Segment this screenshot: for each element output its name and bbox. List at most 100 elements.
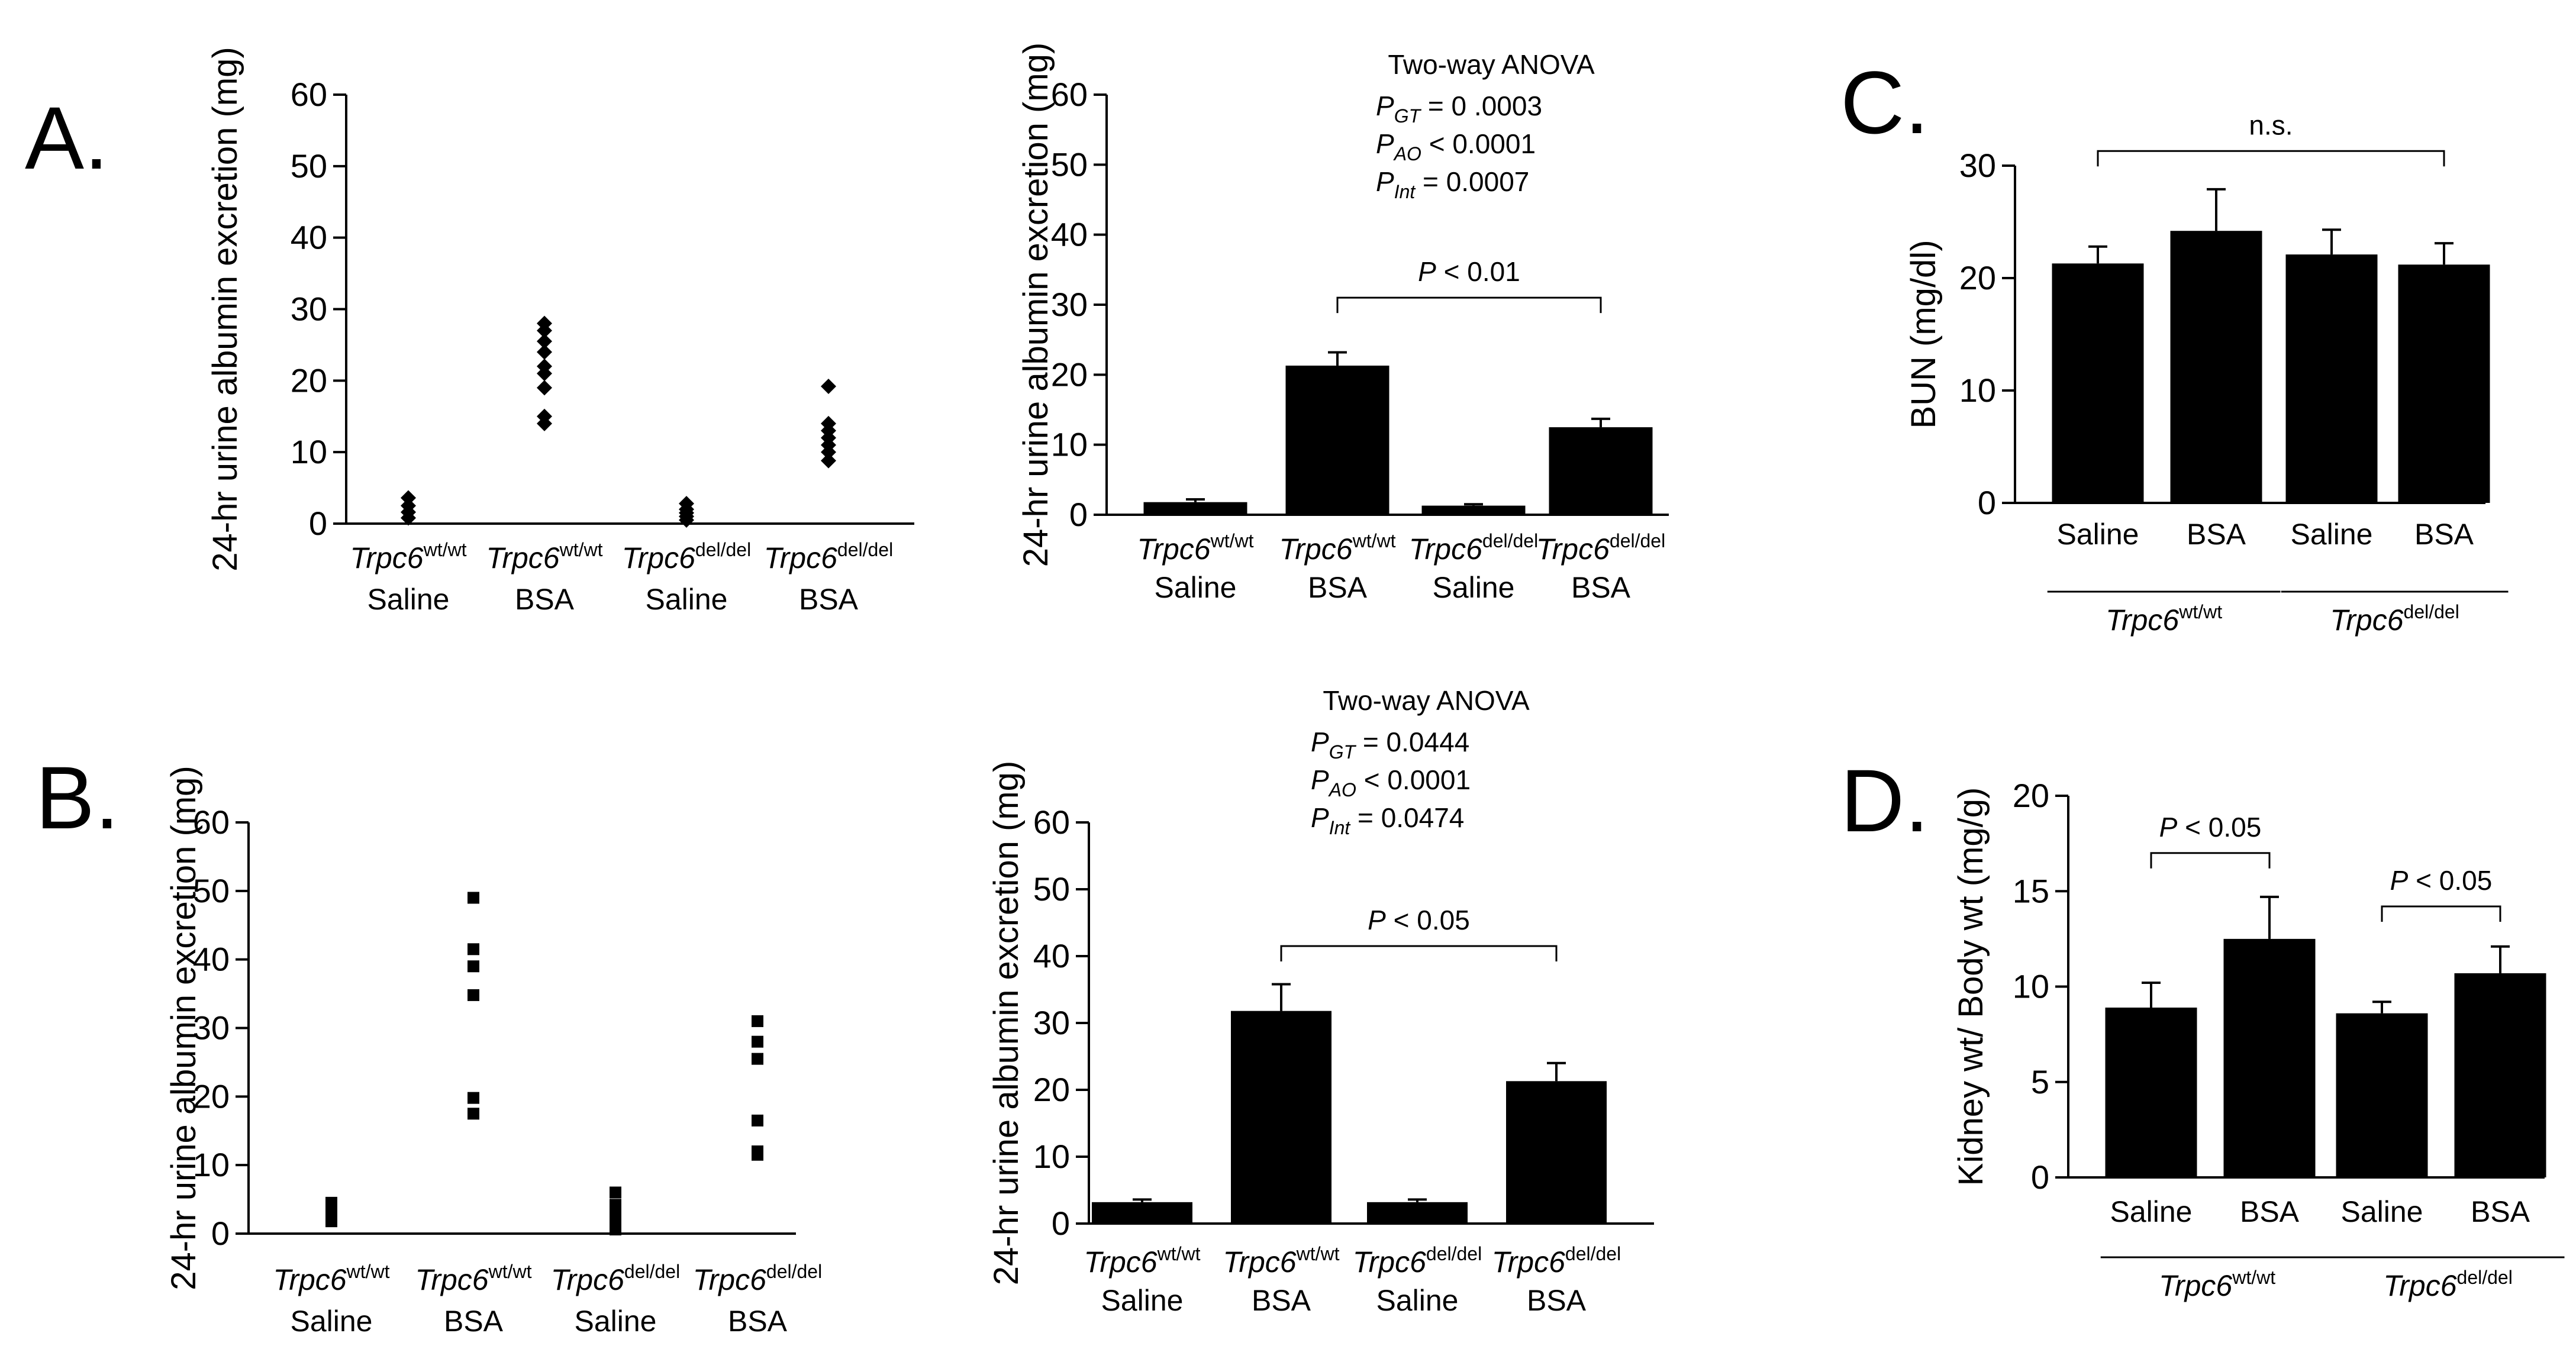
y-tick-label: 15 xyxy=(2013,872,2049,909)
bar xyxy=(1549,427,1653,515)
category-label: Saline xyxy=(2057,518,2139,551)
data-point-square xyxy=(468,960,479,973)
category-treatment-label: BSA xyxy=(515,583,575,616)
category-label: Saline xyxy=(2341,1195,2423,1228)
y-axis-label: 24-hr urine albumin excretion (mg) xyxy=(1017,43,1055,567)
y-tick-label: 20 xyxy=(1051,356,1088,393)
category-treatment-label: BSA xyxy=(444,1305,504,1338)
A-bar-bars xyxy=(1143,351,1653,515)
data-point-diamond xyxy=(401,498,416,514)
y-tick-label: 50 xyxy=(1051,146,1088,183)
data-point-diamond xyxy=(537,408,552,424)
category-treatment-label: Saline xyxy=(1101,1284,1184,1317)
y-tick-label: 50 xyxy=(1033,870,1070,908)
y-axis-label: 24-hr urine albumin excretion (mg) xyxy=(206,47,244,571)
category-genotype-label: Trpc6wt/wt xyxy=(486,539,603,575)
y-tick-label: 20 xyxy=(1959,259,1996,296)
B-scatter-categories: Trpc6wt/wt Saline Trpc6wt/wt BSA Trpc6del/de… xyxy=(273,1261,823,1338)
anova-p-value: PGT = 0.0444 xyxy=(1311,727,1469,763)
panel-label-b: B. xyxy=(36,748,120,847)
significance-bracket xyxy=(1280,945,1558,962)
category-treatment-label: Saline xyxy=(291,1305,373,1338)
bar xyxy=(1143,502,1247,515)
significance-bracket xyxy=(2381,905,2501,922)
bar xyxy=(2223,938,2316,1177)
category-genotype-label: Trpc6del/del xyxy=(1353,1243,1482,1279)
data-point-square xyxy=(468,1092,479,1104)
category-treatment-label: BSA xyxy=(728,1305,788,1338)
group-genotype-label: Trpc6wt/wt xyxy=(2106,601,2222,637)
category-genotype-label: Trpc6wt/wt xyxy=(415,1261,532,1296)
y-axis-label: 24-hr urine albumin excretion (mg) xyxy=(165,766,203,1290)
bar xyxy=(1421,505,1526,515)
data-point-square xyxy=(610,1186,621,1199)
category-label: BSA xyxy=(2240,1195,2300,1228)
y-tick-label: 10 xyxy=(1959,372,1996,409)
bar xyxy=(2052,263,2144,503)
B-scatter-points xyxy=(325,892,763,1236)
anova-title: Two-way ANOVA xyxy=(1323,685,1530,716)
A-scatter-points xyxy=(401,315,836,528)
y-tick-label: 20 xyxy=(193,1077,230,1115)
bar xyxy=(1506,1081,1607,1224)
y-tick-label: 10 xyxy=(291,433,327,470)
y-tick-label: 10 xyxy=(1051,426,1088,463)
D-bar-brackets: P < 0.05 P < 0.05 xyxy=(2150,812,2501,922)
y-tick-label: 10 xyxy=(193,1146,230,1183)
category-treatment-label: Saline xyxy=(646,583,728,616)
y-tick-label: 50 xyxy=(291,147,327,185)
y-tick-label: 0 xyxy=(1978,484,1996,521)
y-tick-label: 60 xyxy=(1051,76,1088,113)
A-scatter-categories: Trpc6wt/wt Saline Trpc6wt/wt BSA Trpc6del/de… xyxy=(350,539,894,616)
y-tick-label: 40 xyxy=(1033,937,1070,974)
group-genotype-label: Trpc6del/del xyxy=(2383,1267,2512,1302)
anova-p-value: PAO < 0.0001 xyxy=(1311,764,1471,801)
y-axis-label: 24-hr urine albumin excretion (mg) xyxy=(987,761,1026,1285)
category-treatment-label: Saline xyxy=(1155,571,1237,604)
panel-label-a: A. xyxy=(25,88,109,188)
y-tick-label: 5 xyxy=(2031,1063,2049,1100)
category-genotype-label: Trpc6wt/wt xyxy=(1279,530,1396,566)
y-tick-label: 20 xyxy=(2013,777,2049,814)
category-genotype-label: Trpc6wt/wt xyxy=(1084,1243,1201,1279)
B-bar-bars xyxy=(1092,983,1607,1224)
significance-label: P < 0.05 xyxy=(2159,812,2262,843)
data-point-square xyxy=(752,1035,763,1048)
data-point-diamond xyxy=(537,359,552,375)
y-tick-label: 10 xyxy=(2013,968,2049,1005)
y-tick-label: 30 xyxy=(291,291,327,328)
data-point-square xyxy=(752,1114,763,1127)
category-treatment-label: BSA xyxy=(799,583,859,616)
category-genotype-label: Trpc6wt/wt xyxy=(1223,1243,1340,1279)
category-genotype-label: Trpc6del/del xyxy=(1536,530,1665,566)
category-label: BSA xyxy=(2471,1195,2530,1228)
D-bar-categories: Saline BSA Saline BSA Trpc6wt/wt Trpc6del/del xyxy=(2100,1195,2565,1302)
group-genotype-label: Trpc6wt/wt xyxy=(2159,1267,2275,1302)
significance-label: n.s. xyxy=(2249,109,2293,140)
panel-label-d: D. xyxy=(1840,751,1929,850)
category-genotype-label: Trpc6del/del xyxy=(622,539,751,575)
category-treatment-label: BSA xyxy=(1308,571,1368,604)
C-bar-bars xyxy=(2052,188,2490,503)
data-point-diamond xyxy=(401,490,416,506)
bar xyxy=(2170,231,2262,503)
y-tick-label: 30 xyxy=(1959,147,1996,184)
anova-p-value: PInt = 0.0474 xyxy=(1311,802,1464,838)
bar xyxy=(1092,1202,1192,1224)
y-tick-label: 60 xyxy=(291,76,327,113)
y-tick-label: 60 xyxy=(1033,803,1070,841)
data-point-diamond xyxy=(821,379,836,394)
anova-title: Two-way ANOVA xyxy=(1388,49,1595,80)
significance-label: P < 0.05 xyxy=(1368,905,1470,935)
category-genotype-label: Trpc6del/del xyxy=(764,539,893,575)
y-tick-label: 50 xyxy=(193,872,230,909)
data-point-square xyxy=(752,1053,763,1065)
y-tick-label: 30 xyxy=(1033,1004,1070,1041)
B-bar-categories: Trpc6wt/wt Saline Trpc6wt/wt BSA Trpc6del/de… xyxy=(1084,1243,1621,1317)
category-label: BSA xyxy=(2414,518,2474,551)
D-bar-axes: 0 5 10 15 20 Kidney wt/ Body wt (mg/g) xyxy=(1952,777,2545,1196)
category-treatment-label: Saline xyxy=(367,583,450,616)
